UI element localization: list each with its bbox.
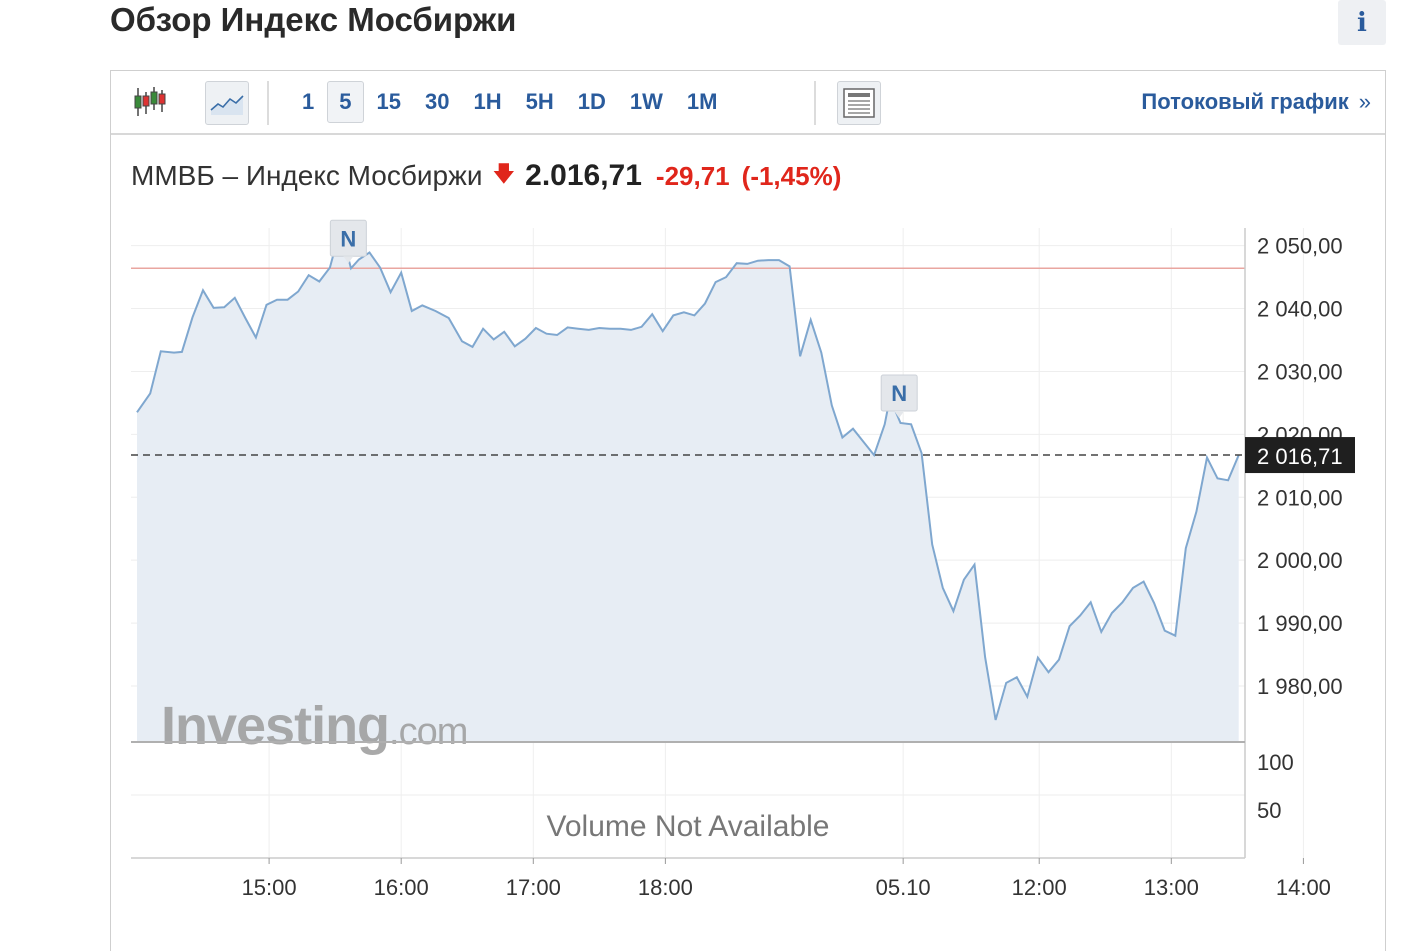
chart-panel: 1 5 15 30 1H 5H 1D 1W 1M Потоковый график » ММВБ … [110, 70, 1386, 951]
current-price-badge [1245, 437, 1355, 474]
y-tick-label: 2 010,00 [1257, 485, 1343, 510]
news-marker-label: N [340, 226, 356, 251]
interval-button-30[interactable]: 30 [424, 89, 450, 114]
price-line [136, 224, 1240, 721]
newspaper-icon [843, 88, 875, 118]
interval-button-5[interactable]: 5 [327, 81, 364, 123]
x-tick-label: 12:00 [1012, 875, 1067, 900]
interval-selector: 1 5 15 30 1H 5H 1D 1W 1M [291, 81, 730, 123]
news-marker-pointer [343, 256, 354, 264]
instrument-name: ММВБ – Индекс Мосбиржи [131, 160, 483, 191]
interval-button-1h[interactable]: 1H [473, 89, 502, 114]
x-tick-label: 15:00 [242, 875, 297, 900]
x-tick-label: 16:00 [374, 875, 429, 900]
interval-button-1m[interactable]: 1M [686, 89, 718, 114]
interval-button-5h[interactable]: 5H [525, 89, 554, 114]
volume-not-available-message: Volume Not Available [547, 810, 830, 843]
toolbar-divider [267, 81, 269, 125]
y-tick-label: 1 990,00 [1257, 611, 1343, 636]
x-tick-label: 05.10 [876, 875, 931, 900]
x-tick-label: 17:00 [506, 875, 561, 900]
interval-button-15[interactable]: 15 [376, 89, 401, 114]
x-tick-label: 18:00 [638, 875, 693, 900]
x-tick-label: 14:00 [1276, 875, 1331, 900]
y-tick-label: 1 980,00 [1257, 674, 1343, 699]
chart-toolbar: 1 5 15 30 1H 5H 1D 1W 1M Потоковый график » [111, 71, 1385, 135]
x-tick-label: 13:00 [1144, 875, 1199, 900]
volume-tick-label: 50 [1257, 798, 1281, 823]
y-tick-label: 2 050,00 [1257, 234, 1343, 259]
candlestick-icon [134, 87, 166, 116]
price-change-percent: (-1,45%) [741, 160, 842, 191]
streaming-chart-link[interactable]: Потоковый график » [1141, 89, 1371, 115]
volume-tick-label: 100 [1257, 750, 1294, 775]
area-chart-icon [210, 95, 244, 115]
info-button[interactable]: i [1338, 0, 1386, 45]
news-toggle-button[interactable] [837, 81, 881, 125]
news-marker-pointer [894, 411, 905, 419]
page-title: Обзор Индекс Мосбиржи [110, 1, 517, 38]
news-marker-label: N [891, 381, 907, 406]
current-price-label: 2 016,71 [1257, 444, 1343, 469]
area-chart-button[interactable] [205, 81, 249, 125]
interval-button-1[interactable]: 1 [302, 89, 315, 114]
down-arrow-icon: 🡇 [492, 161, 516, 186]
y-tick-label: 2 000,00 [1257, 548, 1343, 573]
candlestick-chart-button[interactable] [129, 81, 171, 123]
streaming-chart-label: Потоковый график [1141, 89, 1349, 114]
double-chevron-right-icon: » [1358, 89, 1371, 114]
price-change: -29,71 [655, 160, 730, 191]
interval-button-1d[interactable]: 1D [577, 89, 606, 114]
investing-watermark-logo: Investing.com [161, 696, 467, 756]
interval-button-1w[interactable]: 1W [629, 89, 663, 114]
y-tick-label: 2 030,00 [1257, 359, 1343, 384]
last-price: 2.016,71 [525, 159, 642, 192]
quote-header: ММВБ – Индекс Мосбиржи 🡇 2.016,71 -29,71… [131, 157, 853, 195]
price-area-fill [137, 228, 1239, 743]
y-tick-label: 2 040,00 [1257, 297, 1343, 322]
toolbar-divider [814, 81, 816, 125]
